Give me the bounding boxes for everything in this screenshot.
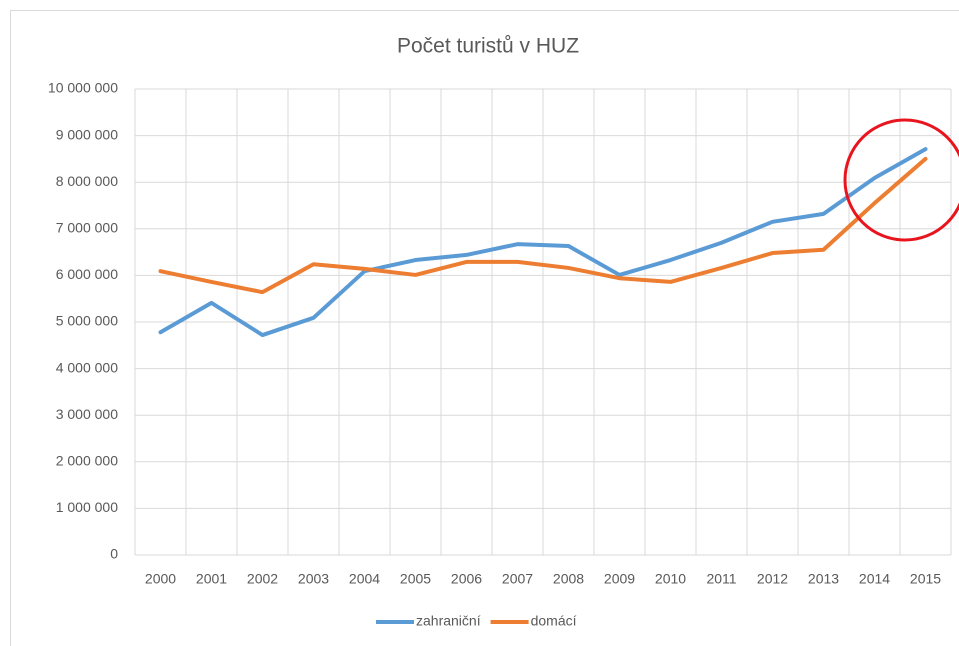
y-tick-label: 1 000 000 bbox=[56, 499, 118, 515]
y-tick-label: 2 000 000 bbox=[56, 453, 118, 469]
x-tick-label: 2002 bbox=[247, 571, 278, 587]
y-tick-label: 7 000 000 bbox=[56, 220, 118, 236]
x-tick-label: 2000 bbox=[145, 571, 176, 587]
x-tick-label: 2012 bbox=[757, 571, 788, 587]
x-tick-label: 2008 bbox=[553, 571, 584, 587]
y-tick-label: 3 000 000 bbox=[56, 406, 118, 422]
x-tick-label: 2009 bbox=[604, 571, 635, 587]
x-tick-label: 2005 bbox=[400, 571, 431, 587]
chart-frame bbox=[10, 10, 959, 646]
y-tick-label: 6 000 000 bbox=[56, 266, 118, 282]
y-tick-label: 0 bbox=[110, 546, 118, 562]
highlight-circle bbox=[843, 118, 959, 242]
x-tick-label: 2006 bbox=[451, 571, 482, 587]
x-tick-label: 2015 bbox=[910, 571, 941, 587]
x-tick-label: 2004 bbox=[349, 571, 380, 587]
x-tick-label: 2014 bbox=[859, 571, 890, 587]
x-tick-label: 2003 bbox=[298, 571, 329, 587]
y-tick-label: 4 000 000 bbox=[56, 359, 118, 375]
series-line bbox=[158, 156, 928, 295]
y-tick-label: 10 000 000 bbox=[48, 80, 118, 96]
y-tick-label: 9 000 000 bbox=[56, 126, 118, 142]
x-tick-label: 2001 bbox=[196, 571, 227, 587]
x-tick-label: 2013 bbox=[808, 571, 839, 587]
x-tick-label: 2011 bbox=[706, 571, 736, 587]
x-tick-label: 2007 bbox=[502, 571, 533, 587]
y-tick-label: 8 000 000 bbox=[56, 173, 118, 189]
legend-label: domácí bbox=[531, 613, 577, 629]
series-line bbox=[158, 147, 928, 338]
legend-label: zahraniční bbox=[416, 613, 481, 629]
y-tick-label: 5 000 000 bbox=[56, 313, 118, 329]
x-tick-label: 2010 bbox=[655, 571, 686, 587]
chart-title: Počet turistů v HUZ bbox=[397, 35, 579, 58]
